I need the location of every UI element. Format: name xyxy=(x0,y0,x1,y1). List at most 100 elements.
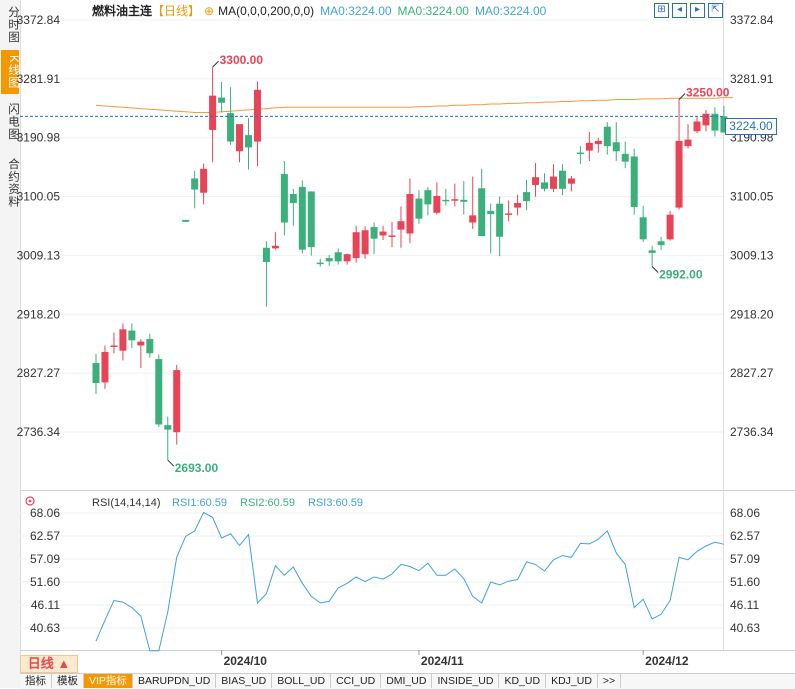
date-axis: 2024/10 2024/11 2024/12 xyxy=(221,650,689,668)
bottom-bar: 日线 ▲ 指标 模板 VIP指标 BARUPDN_UD BIAS_UD BOLL_UD CC… xyxy=(20,653,795,689)
candle-body xyxy=(146,339,154,354)
rsi-tick-left: 57.09 xyxy=(30,552,60,566)
candle-body xyxy=(119,329,127,351)
candle-body xyxy=(532,177,540,185)
candle-body xyxy=(576,152,584,155)
indicator-tab-7[interactable]: DMI_UD xyxy=(381,674,433,688)
indicator-tab-2[interactable]: VIP指标 xyxy=(84,674,133,688)
candle-body xyxy=(585,142,593,151)
zoom-icon[interactable]: ⊞ xyxy=(654,3,669,18)
candle-body xyxy=(648,250,656,253)
indicator-tab-5[interactable]: BOLL_UD xyxy=(272,674,332,688)
chart-header: 燃料油主连【日线】 ⊕ MA(0,0,0,200,0,0) MA0:3224.00 MA… xyxy=(92,2,550,18)
rsi-grid xyxy=(20,512,723,629)
candle-body xyxy=(711,113,719,131)
indicator-tab-8[interactable]: INSIDE_UD xyxy=(432,674,500,688)
candle-body xyxy=(594,140,602,145)
indicator-tab-9[interactable]: KD_UD xyxy=(499,674,547,688)
annotation-leader xyxy=(678,93,686,100)
rsi-settings-icon[interactable] xyxy=(25,496,35,506)
price-tick-right: 2827.27 xyxy=(730,366,774,380)
candle-body xyxy=(227,113,235,142)
next-icon[interactable]: ▸ xyxy=(690,3,705,18)
candle-body xyxy=(236,124,244,152)
candle-body xyxy=(442,199,450,202)
chart-toolbar: ⊞ ◂ ▸ ⇱ xyxy=(651,1,723,18)
candle-body xyxy=(567,178,575,184)
annotation-label: 3300.00 xyxy=(220,53,264,67)
candle-body xyxy=(244,135,252,148)
indicator-tabs: 指标 模板 VIP指标 BARUPDN_UD BIAS_UD BOLL_UD CCI_UD D… xyxy=(20,673,795,689)
price-tick-left: 2736.34 xyxy=(17,425,61,439)
annotation-label: 2693.00 xyxy=(175,461,219,475)
rsi-tick-right: 68.06 xyxy=(730,506,760,520)
candle-body xyxy=(370,227,378,239)
settings-icon[interactable]: ⊕ xyxy=(204,4,215,18)
tab-timeshare[interactable]: 分时图 xyxy=(7,6,19,44)
annotation-label: 2992.00 xyxy=(659,268,703,282)
tab-kline[interactable]: K线图 xyxy=(1,50,19,94)
candle-body xyxy=(271,245,279,249)
indicator-tab-11[interactable]: >> xyxy=(598,674,622,688)
rsi-tick-right: 51.60 xyxy=(730,575,760,589)
ma-params: MA(0,0,0,200,0,0) xyxy=(218,4,315,18)
date-label: 2024/10 xyxy=(224,654,268,668)
tab-contract-info[interactable]: 合约资料 xyxy=(7,158,19,208)
price-tick-left: 2827.27 xyxy=(17,366,61,380)
candle-body xyxy=(603,126,611,147)
rsi-line xyxy=(95,511,725,652)
rsi-legend-3: RSI3:60.59 xyxy=(308,497,363,509)
candle-body xyxy=(639,217,647,240)
indicator-tab-4[interactable]: BIAS_UD xyxy=(216,674,273,688)
candle-body xyxy=(684,139,692,147)
view-sidebar: 分时图 K线图 闪电图 合约资料 xyxy=(0,0,21,688)
candle-body xyxy=(253,89,261,142)
candle-body xyxy=(406,194,414,234)
candle-body xyxy=(657,241,665,246)
indicator-tab-3[interactable]: BARUPDN_UD xyxy=(133,674,217,688)
price-tick-right: 3009.13 xyxy=(730,248,774,262)
rsi-tick-left: 62.57 xyxy=(30,529,60,543)
rsi-path xyxy=(95,511,725,652)
date-label: 2024/11 xyxy=(421,654,464,668)
annotation-leader xyxy=(167,459,175,467)
ma200-path xyxy=(95,97,733,113)
interval-button[interactable]: 日线 ▲ xyxy=(20,655,78,673)
candle-body xyxy=(693,121,701,132)
candle-body xyxy=(182,219,190,222)
indicator-tab-6[interactable]: CCI_UD xyxy=(331,674,382,688)
expand-icon[interactable]: ⇱ xyxy=(708,3,723,18)
candle-body xyxy=(298,186,306,250)
rsi-legend-2: RSI2:60.59 xyxy=(240,497,295,509)
rsi-tick-right: 40.63 xyxy=(730,621,760,635)
candle-body xyxy=(549,176,557,189)
candle-body xyxy=(343,254,351,262)
rsi-axis: 68.06 68.06 62.57 62.57 57.09 57.09 51.60 51.60… xyxy=(30,506,760,635)
ma-value-1: MA0:3224.00 xyxy=(320,4,392,18)
indicator-tab-0[interactable]: 指标 xyxy=(20,674,52,688)
rsi-tick-right: 57.09 xyxy=(730,552,760,566)
candle-body xyxy=(379,231,387,236)
candle-body xyxy=(280,173,288,223)
candle-body xyxy=(514,203,522,208)
price-tick-right: 2918.20 xyxy=(730,307,774,321)
candle-body xyxy=(630,156,638,207)
price-tick-right: 2736.34 xyxy=(730,425,774,439)
price-tick-left: 2918.20 xyxy=(17,307,61,321)
indicator-tab-1[interactable]: 模板 xyxy=(52,674,84,688)
prev-icon[interactable]: ◂ xyxy=(672,3,687,18)
indicator-tab-10[interactable]: KDJ_UD xyxy=(546,674,598,688)
candle-body xyxy=(460,199,468,202)
candle-body xyxy=(191,178,199,190)
rsi-legend-1: RSI1:60.59 xyxy=(172,497,227,509)
rsi-tick-right: 62.57 xyxy=(730,529,760,543)
candle-body xyxy=(478,188,486,237)
candle-body xyxy=(451,199,459,201)
tab-lightning[interactable]: 闪电图 xyxy=(7,103,19,141)
candle-body xyxy=(164,425,172,430)
ma-value-3: MA0:3224.00 xyxy=(474,4,547,18)
rsi-tick-left: 46.11 xyxy=(31,598,60,612)
rsi-tick-left: 40.63 xyxy=(30,621,60,635)
